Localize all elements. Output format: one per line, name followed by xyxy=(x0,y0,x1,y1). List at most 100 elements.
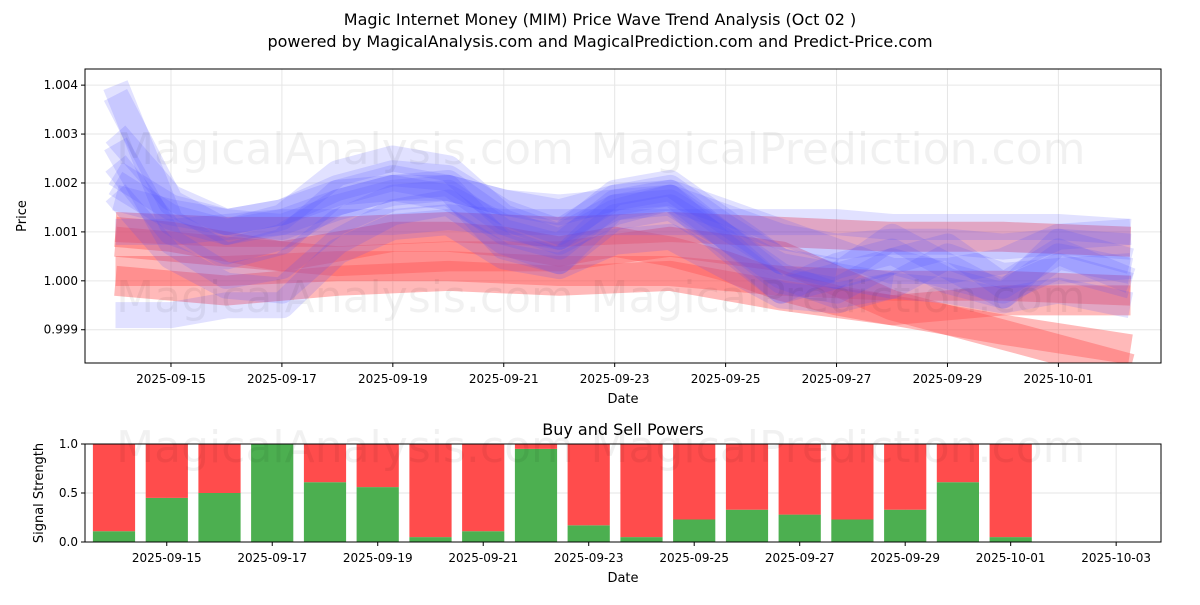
blue-wave-8 xyxy=(108,162,1134,304)
top-y-tick-label: 1.000 xyxy=(44,274,78,288)
bottom-y-tick-label: 0.0 xyxy=(59,535,78,549)
bottom-x-tick-label: 2025-09-15 xyxy=(132,551,202,565)
top-y-tick-label: 1.003 xyxy=(44,127,78,141)
bottom-x-tick-label: 2025-09-23 xyxy=(554,551,624,565)
blue-wave-11 xyxy=(112,174,1132,260)
top-x-tick-label: 2025-09-21 xyxy=(469,372,539,386)
sell-bar xyxy=(303,444,347,483)
top-y-tick-label: 1.002 xyxy=(44,176,78,190)
buy-bar xyxy=(409,537,452,542)
top-y-tick-label: 0.999 xyxy=(44,323,78,337)
bottom-y-tick-label: 0.5 xyxy=(59,486,78,500)
top-x-tick-label: 2025-09-15 xyxy=(136,372,206,386)
sell-bar xyxy=(567,444,610,526)
sell-bar xyxy=(514,444,558,449)
watermark-top-left: MagicalAnalysis.com xyxy=(116,124,574,175)
top-axis-ticks: 2025-09-15 2025-09-17 2025-09-19 2025-09-21… xyxy=(44,78,1094,386)
buy-bar xyxy=(145,497,188,542)
top-x-tick-label: 2025-10-01 xyxy=(1024,372,1094,386)
buy-bar xyxy=(92,531,136,542)
bottom-bars-group xyxy=(92,444,1032,542)
top-x-tick-label: 2025-09-27 xyxy=(802,372,872,386)
bottom-y-axis-label: Signal Strength xyxy=(32,443,47,543)
sell-bar xyxy=(936,444,979,483)
bottom-x-tick-label: 2025-10-03 xyxy=(1081,551,1151,565)
red-wave-4 xyxy=(114,212,1132,257)
sell-bar xyxy=(884,444,927,510)
blue-wave-6 xyxy=(104,137,1136,304)
sell-bar xyxy=(145,444,188,498)
top-x-tick-label: 2025-09-23 xyxy=(580,372,650,386)
buy-sell-power-chart: Buy and Sell Powers MagicalAnalysis.com … xyxy=(32,420,1162,586)
sell-bar xyxy=(92,444,136,532)
buy-bar xyxy=(303,482,347,542)
sell-bar xyxy=(356,444,399,488)
bottom-x-axis-label: Date xyxy=(607,571,638,586)
buy-bar xyxy=(567,525,610,542)
red-wave-2 xyxy=(114,260,1133,363)
top-x-axis-label: Date xyxy=(607,392,638,407)
top-x-tick-label: 2025-09-19 xyxy=(358,372,428,386)
buy-bar xyxy=(356,487,399,542)
bottom-x-tick-label: 2025-09-21 xyxy=(448,551,518,565)
buy-bar xyxy=(831,519,874,542)
sell-bar xyxy=(462,444,505,532)
buy-bar xyxy=(778,514,821,542)
buy-bar xyxy=(989,537,1032,542)
top-y-tick-label: 1.004 xyxy=(44,78,78,92)
buy-bar xyxy=(462,531,505,542)
top-plot-frame xyxy=(84,68,1162,364)
sell-bar xyxy=(673,444,716,520)
sell-bar xyxy=(778,444,821,515)
blue-wave-7 xyxy=(105,155,1132,309)
bottom-x-tick-label: 2025-09-25 xyxy=(659,551,729,565)
blue-wave-4 xyxy=(108,171,1132,284)
buy-bar xyxy=(673,519,716,542)
top-plot-background xyxy=(85,69,1161,363)
bottom-y-tick-label: 1.0 xyxy=(59,437,78,451)
watermark-mid-right: MagicalPrediction.com xyxy=(591,272,1086,323)
top-x-tick-label: 2025-09-25 xyxy=(691,372,761,386)
sell-bar xyxy=(198,444,241,493)
top-x-tick-label: 2025-09-29 xyxy=(913,372,983,386)
red-wave-5 xyxy=(115,251,1132,306)
sell-bar xyxy=(409,444,452,538)
bottom-x-tick-label: 2025-10-01 xyxy=(976,551,1046,565)
chart-subtitle: powered by MagicalAnalysis.com and Magic… xyxy=(267,32,932,51)
top-x-tick-label: 2025-09-17 xyxy=(247,372,317,386)
blue-wave-3 xyxy=(103,80,1134,309)
bottom-x-tick-label: 2025-09-29 xyxy=(870,551,940,565)
chart-title: Magic Internet Money (MIM) Price Wave Tr… xyxy=(344,10,856,29)
price-wave-chart: MagicalAnalysis.com MagicalPrediction.co… xyxy=(15,68,1162,407)
watermark-top-right: MagicalPrediction.com xyxy=(591,124,1086,175)
bottom-x-tick-label: 2025-09-27 xyxy=(765,551,835,565)
sell-bar xyxy=(831,444,874,520)
buy-bar xyxy=(884,509,927,542)
red-wave-1 xyxy=(114,226,1135,363)
blue-wave-9 xyxy=(115,209,1134,329)
buy-bar xyxy=(514,448,558,542)
bottom-x-tick-label: 2025-09-19 xyxy=(343,551,413,565)
watermark-bottom-right: MagicalPrediction.com xyxy=(591,422,1086,473)
sell-bar xyxy=(725,444,769,510)
buy-bar xyxy=(198,493,241,542)
bottom-axis-ticks: 0.0 0.5 1.0 2025-09-15 2025-09-17 2025-09-19 2… xyxy=(59,437,1151,565)
buy-bar xyxy=(620,537,663,542)
sell-bar xyxy=(620,444,663,538)
sell-bar xyxy=(989,444,1032,538)
top-y-axis-label: Price xyxy=(15,200,30,232)
bottom-x-tick-label: 2025-09-17 xyxy=(237,551,307,565)
watermark-bottom-left: MagicalAnalysis.com xyxy=(116,422,574,473)
bottom-chart-title: Buy and Sell Powers xyxy=(542,420,704,439)
buy-bar xyxy=(725,509,769,542)
top-series-group xyxy=(103,80,1136,363)
buy-bar xyxy=(251,444,294,542)
top-grid xyxy=(85,69,1161,363)
watermark-mid-left: MagicalAnalysis.com xyxy=(116,272,574,323)
blue-wave-1 xyxy=(103,88,839,284)
top-y-tick-label: 1.001 xyxy=(44,225,78,239)
red-wave-3 xyxy=(114,216,1131,326)
blue-wave-5 xyxy=(105,184,1134,309)
